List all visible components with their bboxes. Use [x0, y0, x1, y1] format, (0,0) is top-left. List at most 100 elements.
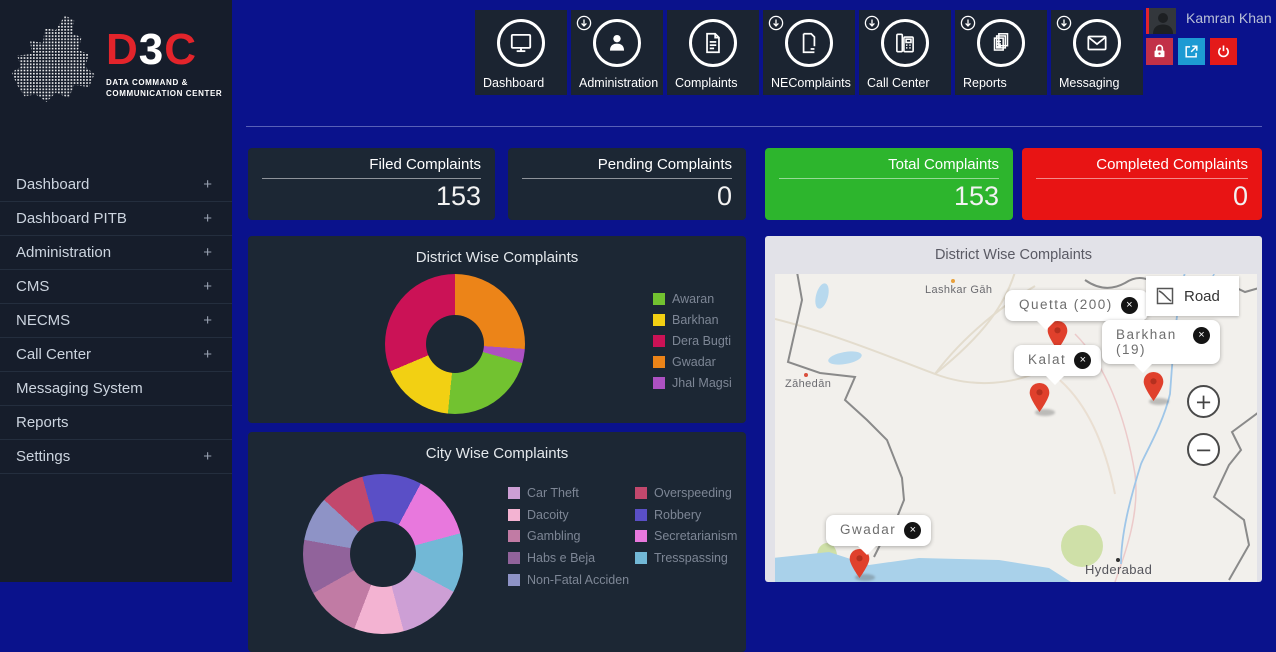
map-canvas[interactable]: Lashkar Gāh Zāhedān Hyderabad Quetta (20…	[775, 274, 1257, 582]
user-action-buttons	[1146, 38, 1237, 65]
chart-title: District Wise Complaints	[415, 249, 579, 266]
nav-tile-necomplaints[interactable]: NEComplaints	[763, 10, 855, 95]
logo-subtitle: DATA COMMAND & COMMUNICATION CENTER	[106, 78, 223, 98]
download-badge-icon	[576, 15, 592, 31]
map-geography	[775, 274, 1257, 582]
sidebar-item-cms[interactable]: CMS +	[0, 270, 232, 304]
map-zoom-in-button[interactable]: +	[1187, 385, 1220, 418]
lock-button[interactable]	[1146, 38, 1173, 65]
stat-card-pending-complaints: Pending Complaints 0	[508, 148, 746, 220]
map-popup-kalat: Kalat ×	[1014, 345, 1102, 385]
stat-card-completed-complaints: Completed Complaints 0	[1022, 148, 1262, 220]
sidebar-item-reports[interactable]: Reports	[0, 406, 232, 440]
map-layer-icon	[1156, 287, 1174, 305]
expand-plus-icon[interactable]: +	[203, 278, 212, 295]
expand-plus-icon[interactable]: +	[203, 244, 212, 261]
power-icon	[1218, 45, 1229, 58]
expand-plus-icon[interactable]: +	[203, 312, 212, 329]
close-icon[interactable]: ×	[1193, 327, 1210, 344]
expand-plus-icon[interactable]: +	[203, 346, 212, 363]
legend-item-gambling[interactable]: Gambling	[508, 529, 581, 543]
district-map-panel: District Wise Complaints Lashkar Gāh Zāh…	[765, 236, 1262, 582]
stat-card-filed-complaints: Filed Complaints 153	[248, 148, 495, 220]
monitor-icon	[497, 19, 545, 67]
legend-item-awaran[interactable]: Awaran	[653, 292, 714, 306]
map-pin-kalat[interactable]	[1027, 382, 1052, 413]
legend-item-dera-bugti[interactable]: Dera Bugti	[653, 334, 731, 348]
sidebar-menu: Dashboard + Dashboard PITB + Administratio…	[0, 168, 232, 474]
legend-item-car-theft[interactable]: Car Theft	[508, 486, 579, 500]
person-icon	[593, 19, 641, 67]
sidebar-item-dashboard[interactable]: Dashboard +	[0, 168, 232, 202]
stat-value: 153	[953, 181, 999, 211]
district-donut-chart	[385, 274, 525, 414]
lock-icon	[1154, 44, 1165, 58]
sidebar-item-messaging-system[interactable]: Messaging System	[0, 372, 232, 406]
stat-value: 153	[435, 181, 481, 211]
close-icon[interactable]: ×	[1074, 352, 1092, 369]
legend-item-overspeeding[interactable]: Overspeeding	[635, 486, 732, 500]
district-wise-complaints-chart-card: District Wise Complaints Awaran Barkhan …	[248, 236, 746, 423]
map-pin-gwadar[interactable]	[847, 548, 872, 579]
map-popup-gwadar: Gwadar ×	[826, 515, 932, 555]
map-label-zahedan: Zāhedān	[785, 378, 832, 390]
user-avatar[interactable]	[1146, 8, 1176, 34]
legend-item-gwadar[interactable]: Gwadar	[653, 355, 716, 369]
city-dot	[951, 279, 955, 283]
balochistan-dotted-map-icon	[11, 15, 95, 102]
legend-item-tresspassing[interactable]: Tresspassing	[635, 551, 728, 565]
nav-tile-messaging[interactable]: Messaging	[1051, 10, 1143, 95]
city-dot	[1116, 558, 1120, 562]
expand-plus-icon[interactable]: +	[203, 210, 212, 227]
city-wise-complaints-chart-card: City Wise Complaints Car Theft Dacoity G…	[248, 432, 746, 652]
content-divider	[246, 126, 1262, 127]
page-minus-icon	[785, 19, 833, 67]
nav-tile-reports[interactable]: Reports	[955, 10, 1047, 95]
map-popup-quetta: Quetta (200) ×	[1005, 290, 1148, 330]
map-layer-road-button[interactable]: Road	[1146, 276, 1239, 316]
sidebar: D3C DATA COMMAND & COMMUNICATION CENTER …	[0, 0, 232, 582]
logo-title: D3C	[106, 25, 198, 75]
map-zoom-out-button[interactable]: −	[1187, 433, 1220, 466]
download-badge-icon	[1056, 15, 1072, 31]
sidebar-item-call-center[interactable]: Call Center +	[0, 338, 232, 372]
download-badge-icon	[864, 15, 880, 31]
map-label-lashkar-gah: Lashkar Gāh	[925, 284, 993, 296]
nav-tile-administration[interactable]: Administration	[571, 10, 663, 95]
stat-value: 0	[716, 181, 732, 211]
external-link-button[interactable]	[1178, 38, 1205, 65]
expand-plus-icon[interactable]: +	[203, 176, 212, 193]
expand-plus-icon[interactable]: +	[203, 448, 212, 465]
nav-tile-call-center[interactable]: Call Center	[859, 10, 951, 95]
legend-item-jhal-magsi[interactable]: Jhal Magsi	[653, 376, 732, 390]
nav-tile-complaints[interactable]: Complaints	[667, 10, 759, 95]
sidebar-item-dashboard-pitb[interactable]: Dashboard PITB +	[0, 202, 232, 236]
legend-item-habs-e-beja[interactable]: Habs e Beja	[508, 551, 595, 565]
sidebar-item-administration[interactable]: Administration +	[0, 236, 232, 270]
legend-item-non-fatal-accident[interactable]: Non-Fatal Acciden	[508, 573, 629, 587]
nav-tile-dashboard[interactable]: Dashboard	[475, 10, 567, 95]
user-name: Kamran Khan	[1186, 10, 1272, 26]
sidebar-item-necms[interactable]: NECMS +	[0, 304, 232, 338]
map-panel-title: District Wise Complaints	[934, 247, 1093, 263]
power-button[interactable]	[1210, 38, 1237, 65]
download-badge-icon	[960, 15, 976, 31]
close-icon[interactable]: ×	[1120, 297, 1138, 314]
desk-phone-icon	[881, 19, 929, 67]
city-donut-chart	[303, 474, 463, 634]
external-link-icon	[1185, 45, 1198, 58]
city-dot	[804, 373, 808, 377]
stat-card-total-complaints: Total Complaints 153	[765, 148, 1013, 220]
download-badge-icon	[768, 15, 784, 31]
close-icon[interactable]: ×	[904, 522, 922, 539]
map-label-hyderabad: Hyderabad	[1085, 562, 1153, 577]
legend-item-robbery[interactable]: Robbery	[635, 508, 701, 522]
stacked-reports-icon	[977, 19, 1025, 67]
legend-item-dacoity[interactable]: Dacoity	[508, 508, 569, 522]
map-popup-barkhan: Barkhan (19) ×	[1102, 320, 1220, 373]
sidebar-item-settings[interactable]: Settings +	[0, 440, 232, 474]
map-pin-barkhan[interactable]	[1141, 371, 1166, 402]
legend-item-secretarianism[interactable]: Secretarianism	[635, 529, 737, 543]
legend-item-barkhan[interactable]: Barkhan	[653, 313, 719, 327]
document-icon	[689, 19, 737, 67]
